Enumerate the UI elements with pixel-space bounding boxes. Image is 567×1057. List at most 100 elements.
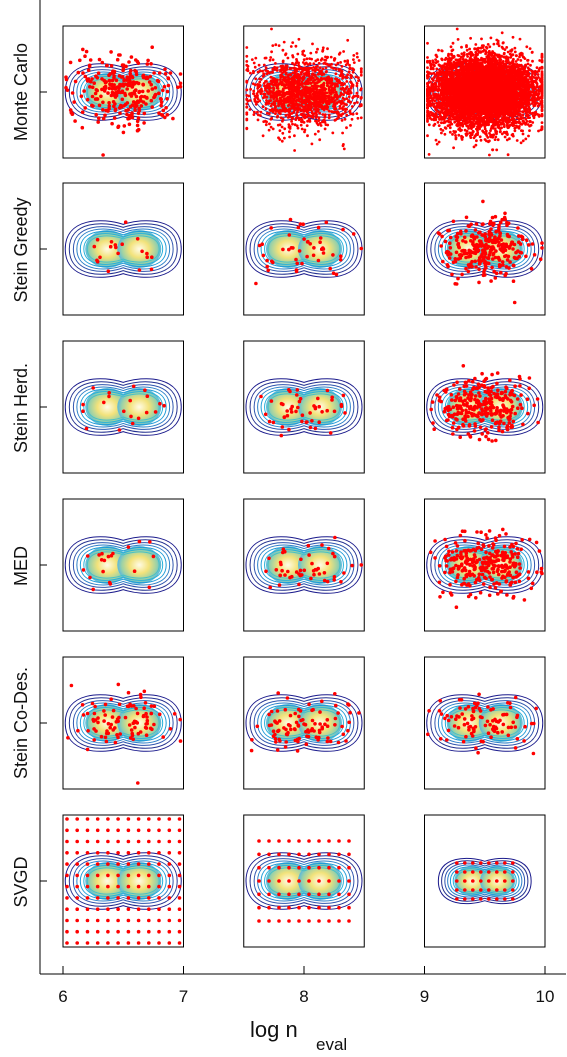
sample-point — [134, 70, 138, 74]
sample-point — [506, 50, 510, 54]
sample-point — [282, 87, 285, 91]
sample-point — [313, 69, 317, 73]
sample-point — [81, 47, 85, 52]
sample-point — [494, 135, 498, 139]
sample-point — [433, 75, 436, 79]
sample-point — [120, 90, 124, 95]
sample-point — [267, 112, 271, 116]
sample-point — [280, 102, 283, 106]
sample-point — [64, 85, 68, 90]
sample-point — [305, 79, 308, 83]
sample-point — [290, 120, 293, 123]
sample-point — [252, 89, 256, 93]
sample-point — [150, 105, 154, 109]
sample-point — [349, 124, 352, 127]
sample-point — [324, 78, 328, 82]
sample-point — [157, 71, 162, 75]
sample-point — [94, 112, 98, 117]
sample-point — [531, 59, 534, 63]
sample-point — [497, 44, 501, 48]
sample-point — [78, 58, 82, 63]
sample-point — [127, 116, 132, 121]
sample-point — [114, 93, 119, 98]
sample-point — [99, 94, 103, 99]
sample-point — [443, 126, 447, 130]
sample-point — [118, 82, 122, 87]
sample-point — [270, 102, 274, 106]
sample-point — [248, 99, 252, 102]
sample-point — [121, 68, 125, 73]
sample-point — [178, 81, 183, 86]
sample-point — [347, 95, 351, 98]
sample-point — [540, 121, 544, 124]
sample-point — [88, 85, 92, 89]
sample-point — [296, 106, 300, 109]
sample-point — [291, 41, 295, 44]
sample-point — [325, 101, 329, 105]
sample-point — [101, 100, 105, 105]
sample-point — [245, 46, 249, 49]
sample-point — [295, 90, 298, 94]
sample-point — [283, 108, 287, 112]
sample-point — [301, 108, 305, 112]
sample-point — [325, 76, 329, 79]
sample-point — [130, 83, 134, 88]
sample-point — [286, 56, 290, 60]
sample-point — [452, 130, 456, 133]
sample-point — [345, 80, 349, 83]
sample-point — [83, 54, 87, 58]
sample-point — [342, 50, 345, 53]
sample-point — [90, 85, 95, 90]
sample-point — [440, 131, 443, 135]
sample-point — [316, 47, 319, 51]
sample-point — [325, 91, 329, 95]
sample-point — [313, 132, 317, 136]
sample-point — [309, 106, 313, 110]
sample-point — [346, 73, 349, 77]
sample-point — [126, 81, 131, 86]
sample-point — [329, 100, 333, 104]
sample-point — [513, 129, 517, 133]
sample-point — [320, 104, 324, 108]
sample-point — [491, 148, 495, 152]
sample-point — [328, 91, 331, 95]
sample-point — [110, 121, 114, 126]
sample-point — [107, 78, 112, 83]
sample-point — [145, 62, 150, 66]
sample-point — [352, 95, 355, 98]
sample-point — [313, 67, 317, 71]
sample-point — [511, 121, 515, 124]
sample-point — [337, 113, 341, 116]
sample-point — [334, 107, 338, 111]
sample-point — [146, 89, 150, 93]
sample-point — [352, 58, 355, 61]
sample-point — [110, 83, 114, 88]
sample-point — [252, 61, 256, 65]
sample-point — [338, 68, 342, 72]
sample-point — [334, 72, 338, 76]
sample-point — [342, 147, 346, 151]
sample-point — [474, 50, 478, 54]
sample-point — [309, 82, 312, 85]
sample-point — [128, 74, 133, 78]
panel-grid — [62, 25, 546, 948]
sample-point — [359, 116, 363, 120]
sample-point — [268, 58, 272, 62]
sample-point — [334, 91, 338, 95]
sample-point — [359, 87, 363, 91]
sample-point — [526, 62, 530, 66]
sample-point — [338, 107, 342, 110]
sample-point — [275, 79, 278, 82]
sample-point — [107, 104, 112, 108]
sample-point — [125, 87, 129, 91]
sample-point — [315, 88, 318, 92]
sample-point — [68, 108, 73, 112]
sample-point — [103, 113, 107, 118]
sample-point — [137, 106, 141, 111]
sample-point — [72, 100, 76, 104]
sample-point — [334, 63, 338, 67]
sample-point — [113, 108, 118, 113]
sample-point — [426, 56, 429, 59]
sample-point — [305, 90, 308, 93]
sample-point — [355, 84, 359, 88]
